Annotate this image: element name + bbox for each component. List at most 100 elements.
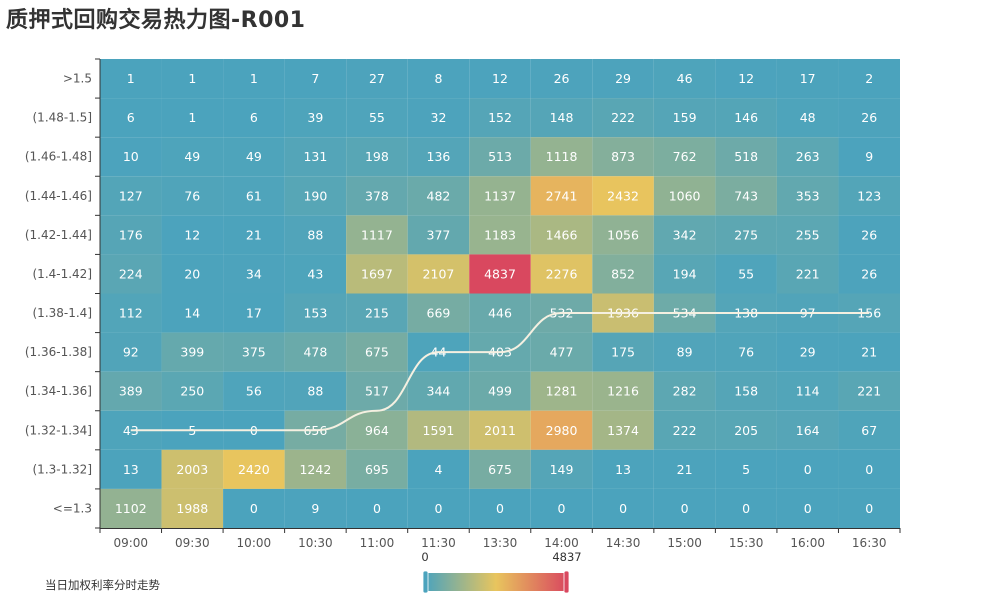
legend-label[interactable]: 当日加权利率分时走势	[45, 578, 160, 592]
heatmap-cell[interactable]	[223, 98, 285, 138]
heatmap-cell[interactable]	[284, 176, 347, 216]
heatmap-cell[interactable]	[530, 449, 593, 489]
heatmap-cell[interactable]	[346, 215, 408, 255]
heatmap-cell[interactable]	[776, 371, 839, 411]
heatmap-cell[interactable]	[223, 215, 285, 255]
heatmap-cell[interactable]	[653, 371, 716, 411]
heatmap-cell[interactable]	[838, 332, 900, 372]
heatmap-cell[interactable]	[838, 215, 900, 255]
visual-map-max-handle[interactable]	[563, 570, 570, 594]
heatmap-cell[interactable]	[161, 176, 224, 216]
heatmap-cell[interactable]	[223, 332, 285, 372]
heatmap-cell[interactable]	[838, 137, 900, 177]
heatmap-cell[interactable]	[653, 449, 716, 489]
heatmap-cell[interactable]	[776, 449, 839, 489]
heatmap-cell[interactable]	[100, 137, 162, 177]
heatmap-cell[interactable]	[346, 176, 408, 216]
heatmap-cell[interactable]	[284, 137, 347, 177]
heatmap-cell[interactable]	[530, 410, 593, 450]
heatmap-cell[interactable]	[776, 254, 839, 294]
heatmap-cell[interactable]	[223, 293, 285, 333]
heatmap-cell[interactable]	[653, 137, 716, 177]
heatmap-cell[interactable]	[838, 449, 900, 489]
heatmap-cell[interactable]	[592, 488, 654, 528]
heatmap-cell[interactable]	[469, 410, 531, 450]
heatmap-cell[interactable]	[592, 254, 654, 294]
heatmap-cell[interactable]	[346, 137, 408, 177]
heatmap-cell[interactable]	[469, 293, 531, 333]
heatmap-cell[interactable]	[469, 176, 531, 216]
heatmap-cell[interactable]	[530, 59, 593, 99]
heatmap-cell[interactable]	[653, 488, 716, 528]
heatmap-cell[interactable]	[530, 137, 593, 177]
heatmap-cell[interactable]	[776, 332, 839, 372]
heatmap-cell[interactable]	[838, 98, 900, 138]
heatmap-cell[interactable]	[284, 449, 347, 489]
heatmap-cell[interactable]	[469, 98, 531, 138]
heatmap-cell[interactable]	[407, 215, 470, 255]
heatmap-cell[interactable]	[776, 98, 839, 138]
heatmap-cell[interactable]	[653, 215, 716, 255]
heatmap-cell[interactable]	[715, 59, 777, 99]
heatmap-cell[interactable]	[100, 176, 162, 216]
heatmap-cell[interactable]	[715, 98, 777, 138]
heatmap-cell[interactable]	[776, 488, 839, 528]
heatmap-cell[interactable]	[838, 176, 900, 216]
heatmap-cell[interactable]	[284, 254, 347, 294]
heatmap-cell[interactable]	[407, 293, 470, 333]
heatmap-cell[interactable]	[100, 332, 162, 372]
heatmap-cell[interactable]	[776, 59, 839, 99]
heatmap-cell[interactable]	[530, 332, 593, 372]
heatmap-cell[interactable]	[653, 332, 716, 372]
heatmap-cell[interactable]	[284, 215, 347, 255]
heatmap-cell[interactable]	[223, 254, 285, 294]
heatmap-cell[interactable]	[715, 332, 777, 372]
heatmap-cell[interactable]	[592, 176, 654, 216]
heatmap-cell[interactable]	[346, 449, 408, 489]
heatmap-cell[interactable]	[592, 98, 654, 138]
heatmap-cell[interactable]	[100, 293, 162, 333]
heatmap-cell[interactable]	[284, 98, 347, 138]
heatmap-cell[interactable]	[715, 176, 777, 216]
heatmap-cell[interactable]	[530, 215, 593, 255]
heatmap-cell[interactable]	[223, 371, 285, 411]
heatmap-cell[interactable]	[100, 98, 162, 138]
heatmap-cell[interactable]	[653, 176, 716, 216]
heatmap-cell[interactable]	[161, 371, 224, 411]
heatmap-cell[interactable]	[346, 254, 408, 294]
heatmap-cell[interactable]	[161, 215, 224, 255]
heatmap-cell[interactable]	[653, 254, 716, 294]
heatmap-cell[interactable]	[838, 371, 900, 411]
heatmap-cell[interactable]	[100, 488, 162, 528]
heatmap-cell[interactable]	[530, 371, 593, 411]
heatmap-cell[interactable]	[100, 59, 162, 99]
heatmap-cell[interactable]	[838, 488, 900, 528]
heatmap-cell[interactable]	[469, 371, 531, 411]
heatmap-cell[interactable]	[346, 59, 408, 99]
heatmap-cell[interactable]	[530, 176, 593, 216]
heatmap-cell[interactable]	[161, 293, 224, 333]
heatmap-cell[interactable]	[346, 293, 408, 333]
heatmap-cell[interactable]	[838, 254, 900, 294]
heatmap-cell[interactable]	[346, 98, 408, 138]
heatmap-cell[interactable]	[223, 176, 285, 216]
heatmap-cell[interactable]	[407, 59, 470, 99]
heatmap-cell[interactable]	[653, 98, 716, 138]
heatmap-cell[interactable]	[161, 449, 224, 489]
heatmap-cell[interactable]	[223, 59, 285, 99]
heatmap-cell[interactable]	[284, 332, 347, 372]
heatmap-cell[interactable]	[100, 215, 162, 255]
heatmap-cell[interactable]	[715, 449, 777, 489]
heatmap-cell[interactable]	[715, 137, 777, 177]
heatmap-cell[interactable]	[469, 254, 531, 294]
heatmap-cell[interactable]	[592, 137, 654, 177]
heatmap-cell[interactable]	[161, 98, 224, 138]
heatmap-cell[interactable]	[161, 332, 224, 372]
heatmap-cell[interactable]	[346, 332, 408, 372]
heatmap-cell[interactable]	[407, 449, 470, 489]
heatmap-cell[interactable]	[715, 488, 777, 528]
heatmap-cell[interactable]	[776, 176, 839, 216]
heatmap-cell[interactable]	[346, 371, 408, 411]
heatmap-cell[interactable]	[838, 59, 900, 99]
heatmap-cell[interactable]	[100, 449, 162, 489]
